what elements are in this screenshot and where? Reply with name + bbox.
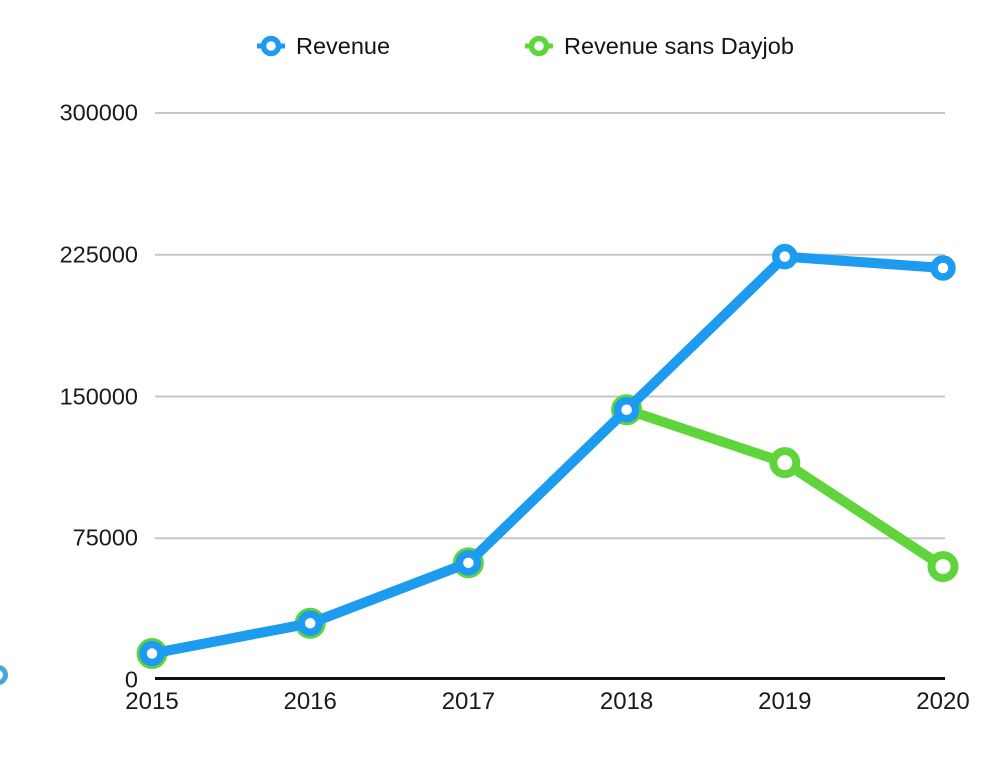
- data-point-revenue-2020: [930, 255, 956, 281]
- series-line-0: [147, 251, 948, 659]
- data-point-revenue-2019: [772, 243, 798, 270]
- data-point-revenue-sans-dayjob-2020: [927, 551, 959, 583]
- y-axis-tick-label: 300000: [59, 99, 138, 126]
- y-axis-tick-label: 75000: [72, 524, 138, 551]
- x-axis-tick-label: 2016: [283, 688, 337, 715]
- x-axis-tick-label: 2015: [125, 688, 179, 715]
- data-point-revenue-sans-dayjob-2019: [769, 447, 801, 479]
- data-point-revenue-2017: [455, 550, 482, 576]
- data-point-revenue-2018: [613, 396, 640, 423]
- legend-label-revenue-sans-dayjob: Revenue sans Dayjob: [564, 33, 794, 59]
- x-axis-tick-label: 2017: [441, 688, 496, 715]
- legend-item-revenue-sans-dayjob: Revenue sans Dayjob: [525, 30, 794, 62]
- series-line-1: [147, 404, 948, 659]
- legend-marker-revenue-icon: [257, 32, 285, 60]
- y-axis-tick-label: 225000: [59, 241, 138, 268]
- clipped-blue-dot: [0, 665, 8, 685]
- legend-marker-revenue-sans-dayjob-icon: [525, 32, 553, 60]
- y-axis-tick-label: 0: [124, 666, 138, 693]
- y-axis-tick-label: 150000: [59, 383, 138, 409]
- legend-label-revenue: Revenue: [296, 33, 391, 59]
- chart-legend: Revenue Revenue sans Dayjob: [0, 30, 1000, 64]
- data-point-revenue-2015: [139, 640, 165, 667]
- legend-item-revenue: Revenue: [257, 30, 390, 62]
- x-axis-tick-label: 2019: [758, 688, 812, 715]
- data-point-revenue-2016: [297, 610, 323, 637]
- x-axis-tick-label: 2020: [916, 688, 970, 715]
- x-axis-tick-label: 2018: [599, 688, 654, 715]
